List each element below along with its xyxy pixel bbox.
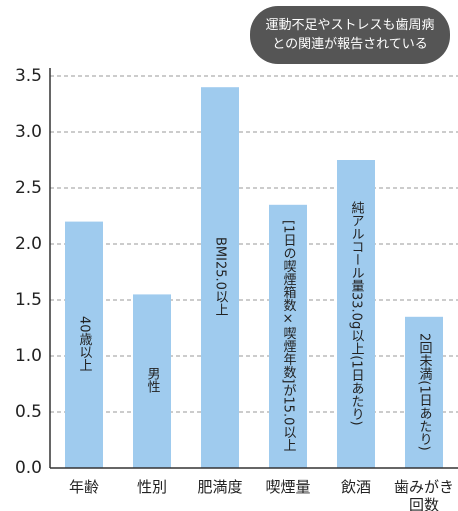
y-tick-label: 0.5	[15, 402, 42, 422]
y-tick-label: 3.0	[15, 122, 42, 142]
bar-label: 男性	[144, 367, 160, 394]
y-tick-label: 2.5	[15, 178, 42, 198]
y-tick-label: 1.0	[15, 346, 42, 366]
bar	[133, 294, 171, 468]
x-tick-label: 飲酒	[340, 478, 371, 496]
bar-label: 40歳以上	[76, 316, 92, 372]
bar	[405, 316, 443, 468]
annotation-line: 運動不足やストレスも歯周病	[265, 18, 435, 33]
bar	[65, 221, 103, 468]
bar-label: [1日の喫煙箱数×喫煙年数]が15.0以上	[280, 219, 296, 452]
bar-label: BMI25.0以上	[212, 237, 228, 317]
bar	[201, 87, 239, 468]
x-tick-label: 喫煙量	[265, 478, 311, 496]
bar	[269, 204, 307, 469]
x-tick-label: 性別	[136, 478, 167, 496]
x-tick-label: 年齢	[68, 478, 99, 496]
annotation-line: との関連が報告されている	[272, 37, 428, 52]
speech-bubble: 運動不足やストレスも歯周病 との関連が報告されている	[250, 6, 450, 64]
bar-label: 2回未満(1日あたり)	[416, 332, 432, 451]
x-tick-label: 肥満度	[197, 478, 243, 496]
y-tick-label: 3.5	[15, 66, 42, 86]
x-tick-label: 歯みがき回数	[393, 478, 454, 511]
bar	[337, 160, 375, 468]
bar-label: 純アルコール量33.0g以上(1日あたり)	[348, 200, 364, 426]
y-tick-label: 2.0	[15, 234, 42, 254]
y-tick-label: 0.0	[15, 458, 42, 478]
y-tick-label: 1.5	[15, 290, 42, 310]
